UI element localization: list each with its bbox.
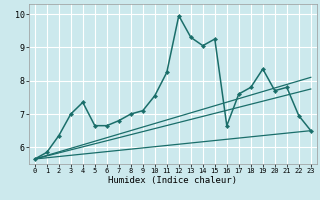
X-axis label: Humidex (Indice chaleur): Humidex (Indice chaleur) xyxy=(108,176,237,185)
